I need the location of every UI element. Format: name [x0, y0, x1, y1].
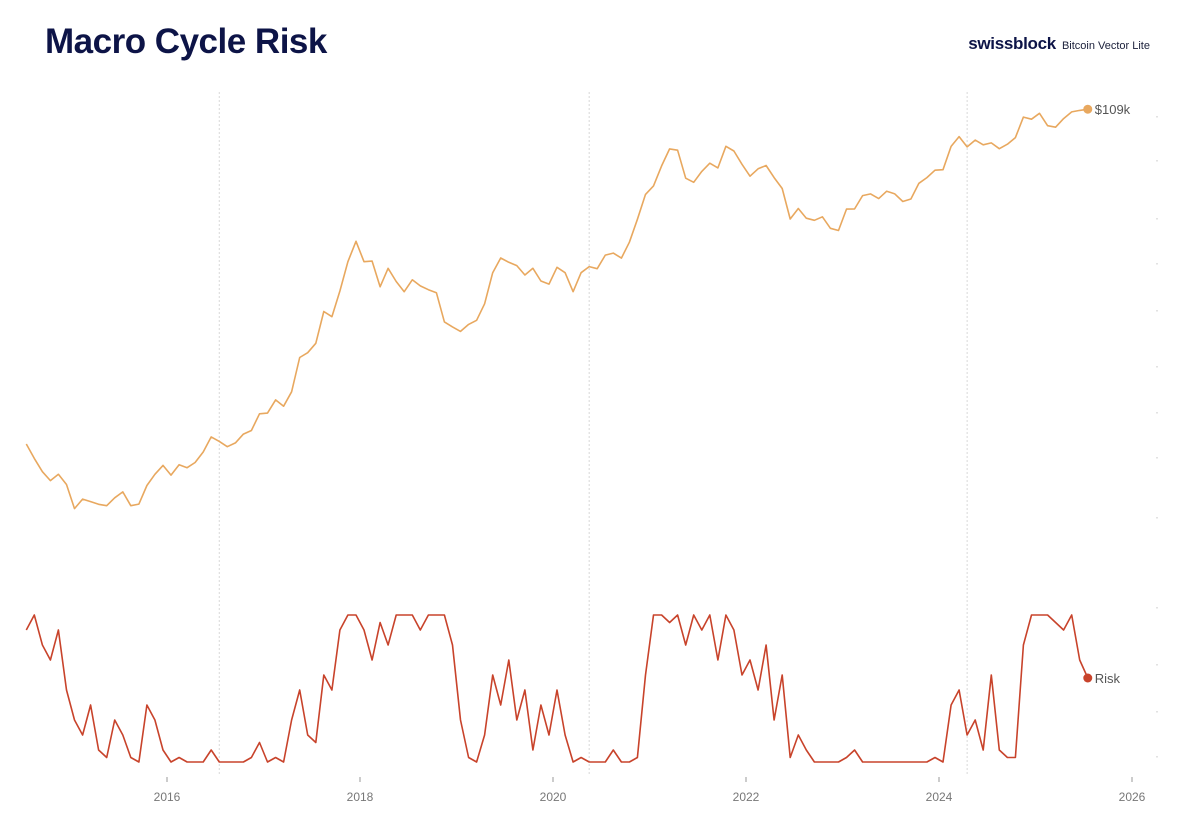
brand-product: Bitcoin Vector Lite	[1061, 40, 1150, 52]
y-axis-tick	[1156, 664, 1158, 666]
y-axis-tick	[1156, 116, 1158, 118]
page-title: Macro Cycle Risk	[45, 22, 327, 61]
x-tick-label: 2020	[540, 790, 567, 804]
x-tick-label: 2026	[1119, 790, 1146, 804]
brand-logo: swissblock	[968, 34, 1056, 53]
y-axis-tick	[1156, 756, 1158, 758]
risk-line	[25, 614, 1089, 763]
price-line	[25, 108, 1088, 510]
x-tick-label: 2018	[347, 790, 374, 804]
risk-label: Risk	[1095, 671, 1121, 686]
x-tick-label: 2016	[154, 790, 181, 804]
y-axis-tick	[1156, 412, 1158, 414]
x-tick-label: 2022	[733, 790, 760, 804]
y-axis-tick	[1156, 263, 1158, 265]
price-end-dot	[1083, 104, 1093, 114]
y-axis-tick	[1156, 310, 1158, 312]
y-axis-tick	[1156, 366, 1158, 368]
y-axis-tick	[1156, 218, 1158, 220]
y-axis-tick	[1156, 517, 1158, 519]
risk-end-dot	[1083, 673, 1093, 683]
y-axis-tick	[1156, 160, 1158, 162]
y-axis-tick	[1156, 607, 1158, 609]
brand: swissblock Bitcoin Vector Lite	[968, 34, 1150, 54]
x-tick-label: 2024	[926, 790, 953, 804]
y-axis-tick	[1156, 711, 1158, 713]
y-axis-tick	[1156, 457, 1158, 459]
price-label: $109k	[1095, 102, 1131, 117]
